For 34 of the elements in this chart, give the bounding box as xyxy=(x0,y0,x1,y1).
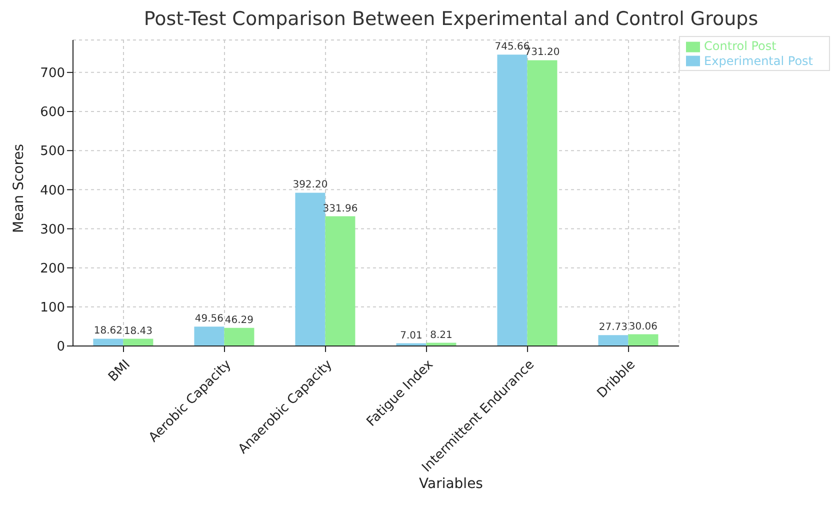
bar xyxy=(497,54,528,346)
legend-label: Control Post xyxy=(704,39,776,53)
y-tick-label: 500 xyxy=(40,144,65,160)
y-tick-label: 200 xyxy=(40,261,65,276)
bar xyxy=(194,326,224,346)
bar xyxy=(325,216,356,346)
y-tick-label: 700 xyxy=(40,66,65,82)
y-tick-label: 300 xyxy=(40,222,65,238)
y-tick-label: 100 xyxy=(40,300,65,316)
y-axis-title: Mean Scores xyxy=(10,144,27,233)
y-tick-label: 0 xyxy=(56,340,65,355)
data-label: 30.06 xyxy=(628,321,658,332)
legend-label: Experimental Post xyxy=(704,54,813,68)
bar xyxy=(224,328,254,346)
bar xyxy=(527,60,558,346)
y-tick-label: 400 xyxy=(40,183,65,198)
data-label: 731.20 xyxy=(524,47,560,58)
data-label: 49.56 xyxy=(194,314,224,325)
data-label: 392.20 xyxy=(292,180,328,191)
chart-title: Post-Test Comparison Between Experimental and Control Groups xyxy=(142,8,760,32)
bar xyxy=(93,338,124,346)
data-label: 46.29 xyxy=(224,314,254,326)
x-axis-title: Variables xyxy=(418,476,484,492)
data-label: 7.01 xyxy=(400,330,422,342)
y-tick-label: 600 xyxy=(40,105,65,120)
data-label: 8.21 xyxy=(430,330,452,341)
bar xyxy=(598,335,628,346)
data-label: 18.43 xyxy=(124,326,153,337)
x-tick-label: BMI xyxy=(106,357,134,385)
bar xyxy=(628,334,658,346)
bar xyxy=(295,192,326,346)
bar xyxy=(123,338,154,346)
data-label: 18.62 xyxy=(94,326,123,337)
data-label: 27.73 xyxy=(598,322,628,334)
